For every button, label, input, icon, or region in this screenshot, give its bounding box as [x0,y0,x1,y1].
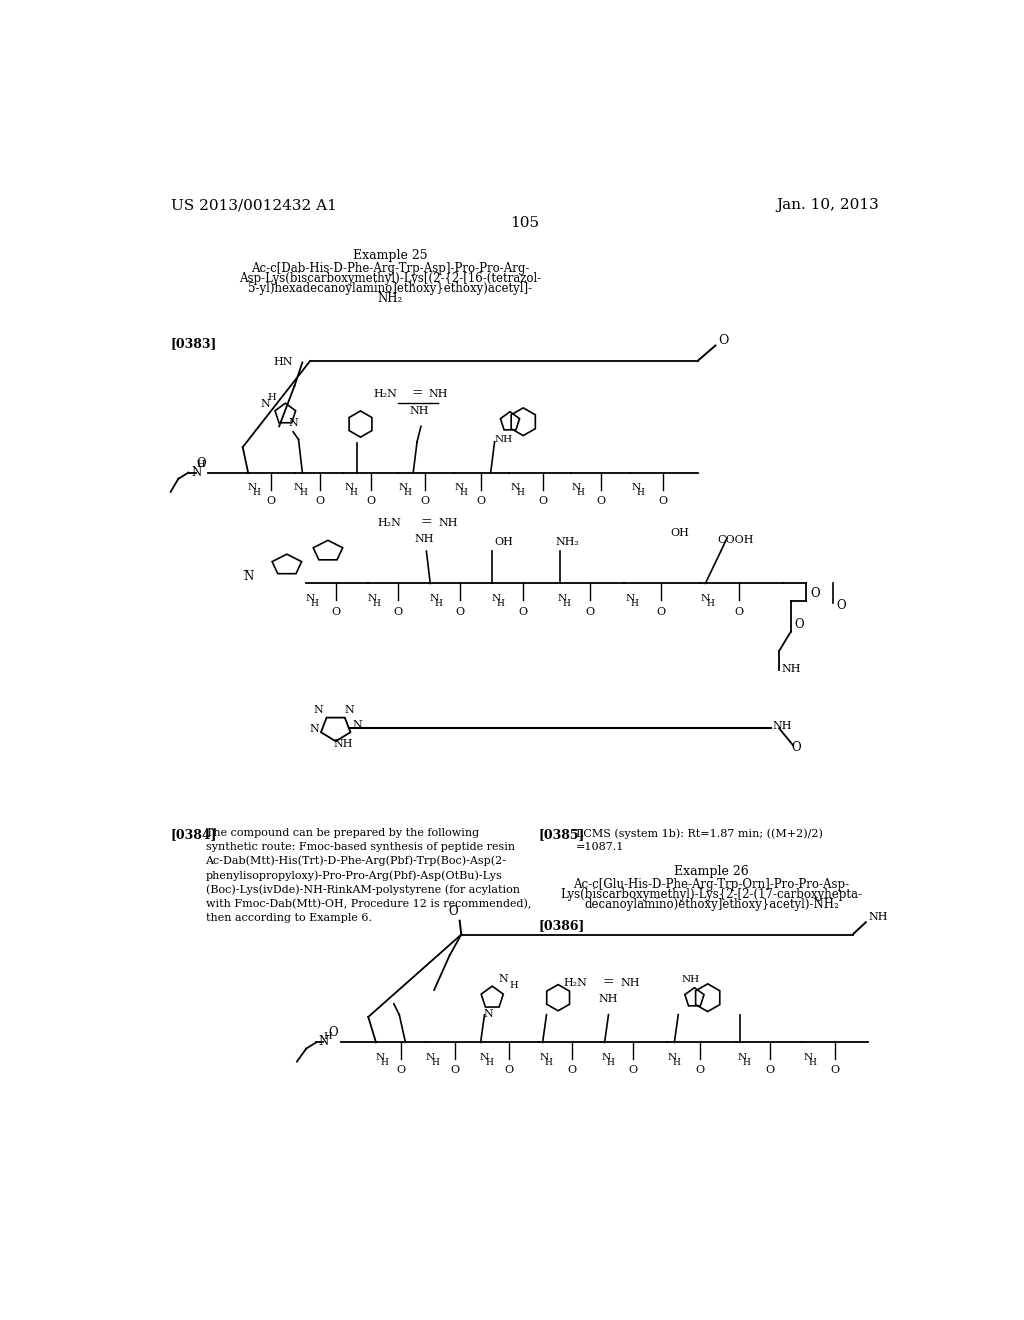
Text: [0386]: [0386] [539,919,585,932]
Text: O: O [567,1065,577,1076]
Text: NH: NH [429,389,449,399]
Text: 105: 105 [510,216,540,230]
Text: N: N [191,466,202,479]
Text: H: H [349,488,357,496]
Text: US 2013/0012432 A1: US 2013/0012432 A1 [171,198,337,213]
Text: O: O [765,1065,774,1076]
Text: H: H [197,461,205,470]
Text: H: H [563,599,570,607]
Text: N: N [243,570,253,583]
Text: N: N [511,483,520,492]
Text: N: N [345,705,354,715]
Text: N: N [492,594,501,603]
Text: N: N [313,705,324,715]
Text: O: O [505,1065,514,1076]
Text: O: O [451,1065,460,1076]
Text: NH: NH [781,664,801,675]
Text: NH: NH [621,978,640,989]
Text: [0384]: [0384] [171,829,217,841]
Text: O: O [795,618,804,631]
Text: N: N [571,483,581,492]
Text: O: O [455,607,464,616]
Text: N: N [344,483,353,492]
Text: [0383]: [0383] [171,337,217,350]
Text: decanoylamino)ethoxy]ethoxy}acetyl)-NH₂: decanoylamino)ethoxy]ethoxy}acetyl)-NH₂ [584,898,839,911]
Text: O: O [830,1065,840,1076]
Text: O: O [656,607,666,616]
Text: N: N [455,483,464,492]
Text: OH: OH [495,537,513,546]
Text: O: O [267,496,275,506]
Text: NH: NH [682,975,699,985]
Text: =: = [412,387,423,400]
Text: O: O [538,496,547,506]
Text: H₂N: H₂N [563,978,588,989]
Text: H: H [253,488,260,496]
Text: COOH: COOH [717,536,754,545]
Text: H: H [381,1057,388,1067]
Text: O: O [586,607,595,616]
Text: NH: NH [868,912,888,921]
Text: Example 26: Example 26 [674,866,749,878]
Text: O: O [695,1065,705,1076]
Text: H: H [497,599,505,607]
Text: N: N [398,483,408,492]
Text: N: N [376,1053,384,1063]
Text: N: N [499,974,508,985]
Text: N: N [668,1053,677,1063]
Text: H: H [485,1057,494,1067]
Text: –: – [243,564,249,577]
Text: NH: NH [773,721,793,731]
Text: HN: HN [273,358,293,367]
Text: Example 25: Example 25 [352,249,427,263]
Text: O: O [810,587,819,601]
Text: O: O [197,457,207,470]
Text: NH: NH [410,407,429,416]
Text: N: N [248,483,257,492]
Text: O: O [331,607,340,616]
Text: H: H [636,488,644,496]
Text: H₂N: H₂N [374,389,397,399]
Text: H: H [607,1057,614,1067]
Text: N: N [288,418,298,429]
Text: N: N [602,1053,610,1063]
Text: N: N [426,1053,435,1063]
Text: OH: OH [671,528,689,537]
Text: =: = [421,515,432,529]
Text: O: O [658,496,668,506]
Text: H: H [673,1057,681,1067]
Text: N: N [368,594,377,603]
Text: N: N [737,1053,746,1063]
Text: The compound can be prepared by the following
synthetic route: Fmoc-based synthe: The compound can be prepared by the foll… [206,829,530,923]
Text: O: O [734,607,743,616]
Text: N: N [305,594,314,603]
Text: N: N [803,1053,812,1063]
Text: H: H [311,599,318,607]
Text: N: N [700,594,710,603]
Text: O: O [629,1065,638,1076]
Text: H: H [403,488,412,496]
Text: H: H [516,488,524,496]
Text: O: O [420,496,429,506]
Text: LCMS (system 1b): Rt=1.87 min; ((M+2)/2)
=1087.1: LCMS (system 1b): Rt=1.87 min; ((M+2)/2)… [575,829,823,853]
Text: NH: NH [438,517,458,528]
Text: N: N [294,483,303,492]
Text: [0385]: [0385] [539,829,585,841]
Text: O: O [396,1065,406,1076]
Text: H₂N: H₂N [377,517,400,528]
Text: H: H [460,488,468,496]
Text: Jan. 10, 2013: Jan. 10, 2013 [776,198,879,213]
Text: H: H [509,982,518,990]
Text: Ac-c[Dab-His-D-Phe-Arg-Trp-Asp]-Pro-Pro-Arg-: Ac-c[Dab-His-D-Phe-Arg-Trp-Asp]-Pro-Pro-… [251,261,529,275]
Text: 5-yl)hexadecanoylamino]ethoxy}ethoxy)acetyl]-: 5-yl)hexadecanoylamino]ethoxy}ethoxy)ace… [248,281,531,294]
Text: O: O [719,334,729,347]
Text: O: O [837,599,846,612]
Text: H: H [577,488,585,496]
Text: N: N [260,399,270,409]
Text: O: O [315,496,325,506]
Text: H: H [545,1057,553,1067]
Text: N: N [631,483,640,492]
Text: O: O [329,1026,338,1039]
Text: H: H [373,599,381,607]
Text: =: = [603,975,614,989]
